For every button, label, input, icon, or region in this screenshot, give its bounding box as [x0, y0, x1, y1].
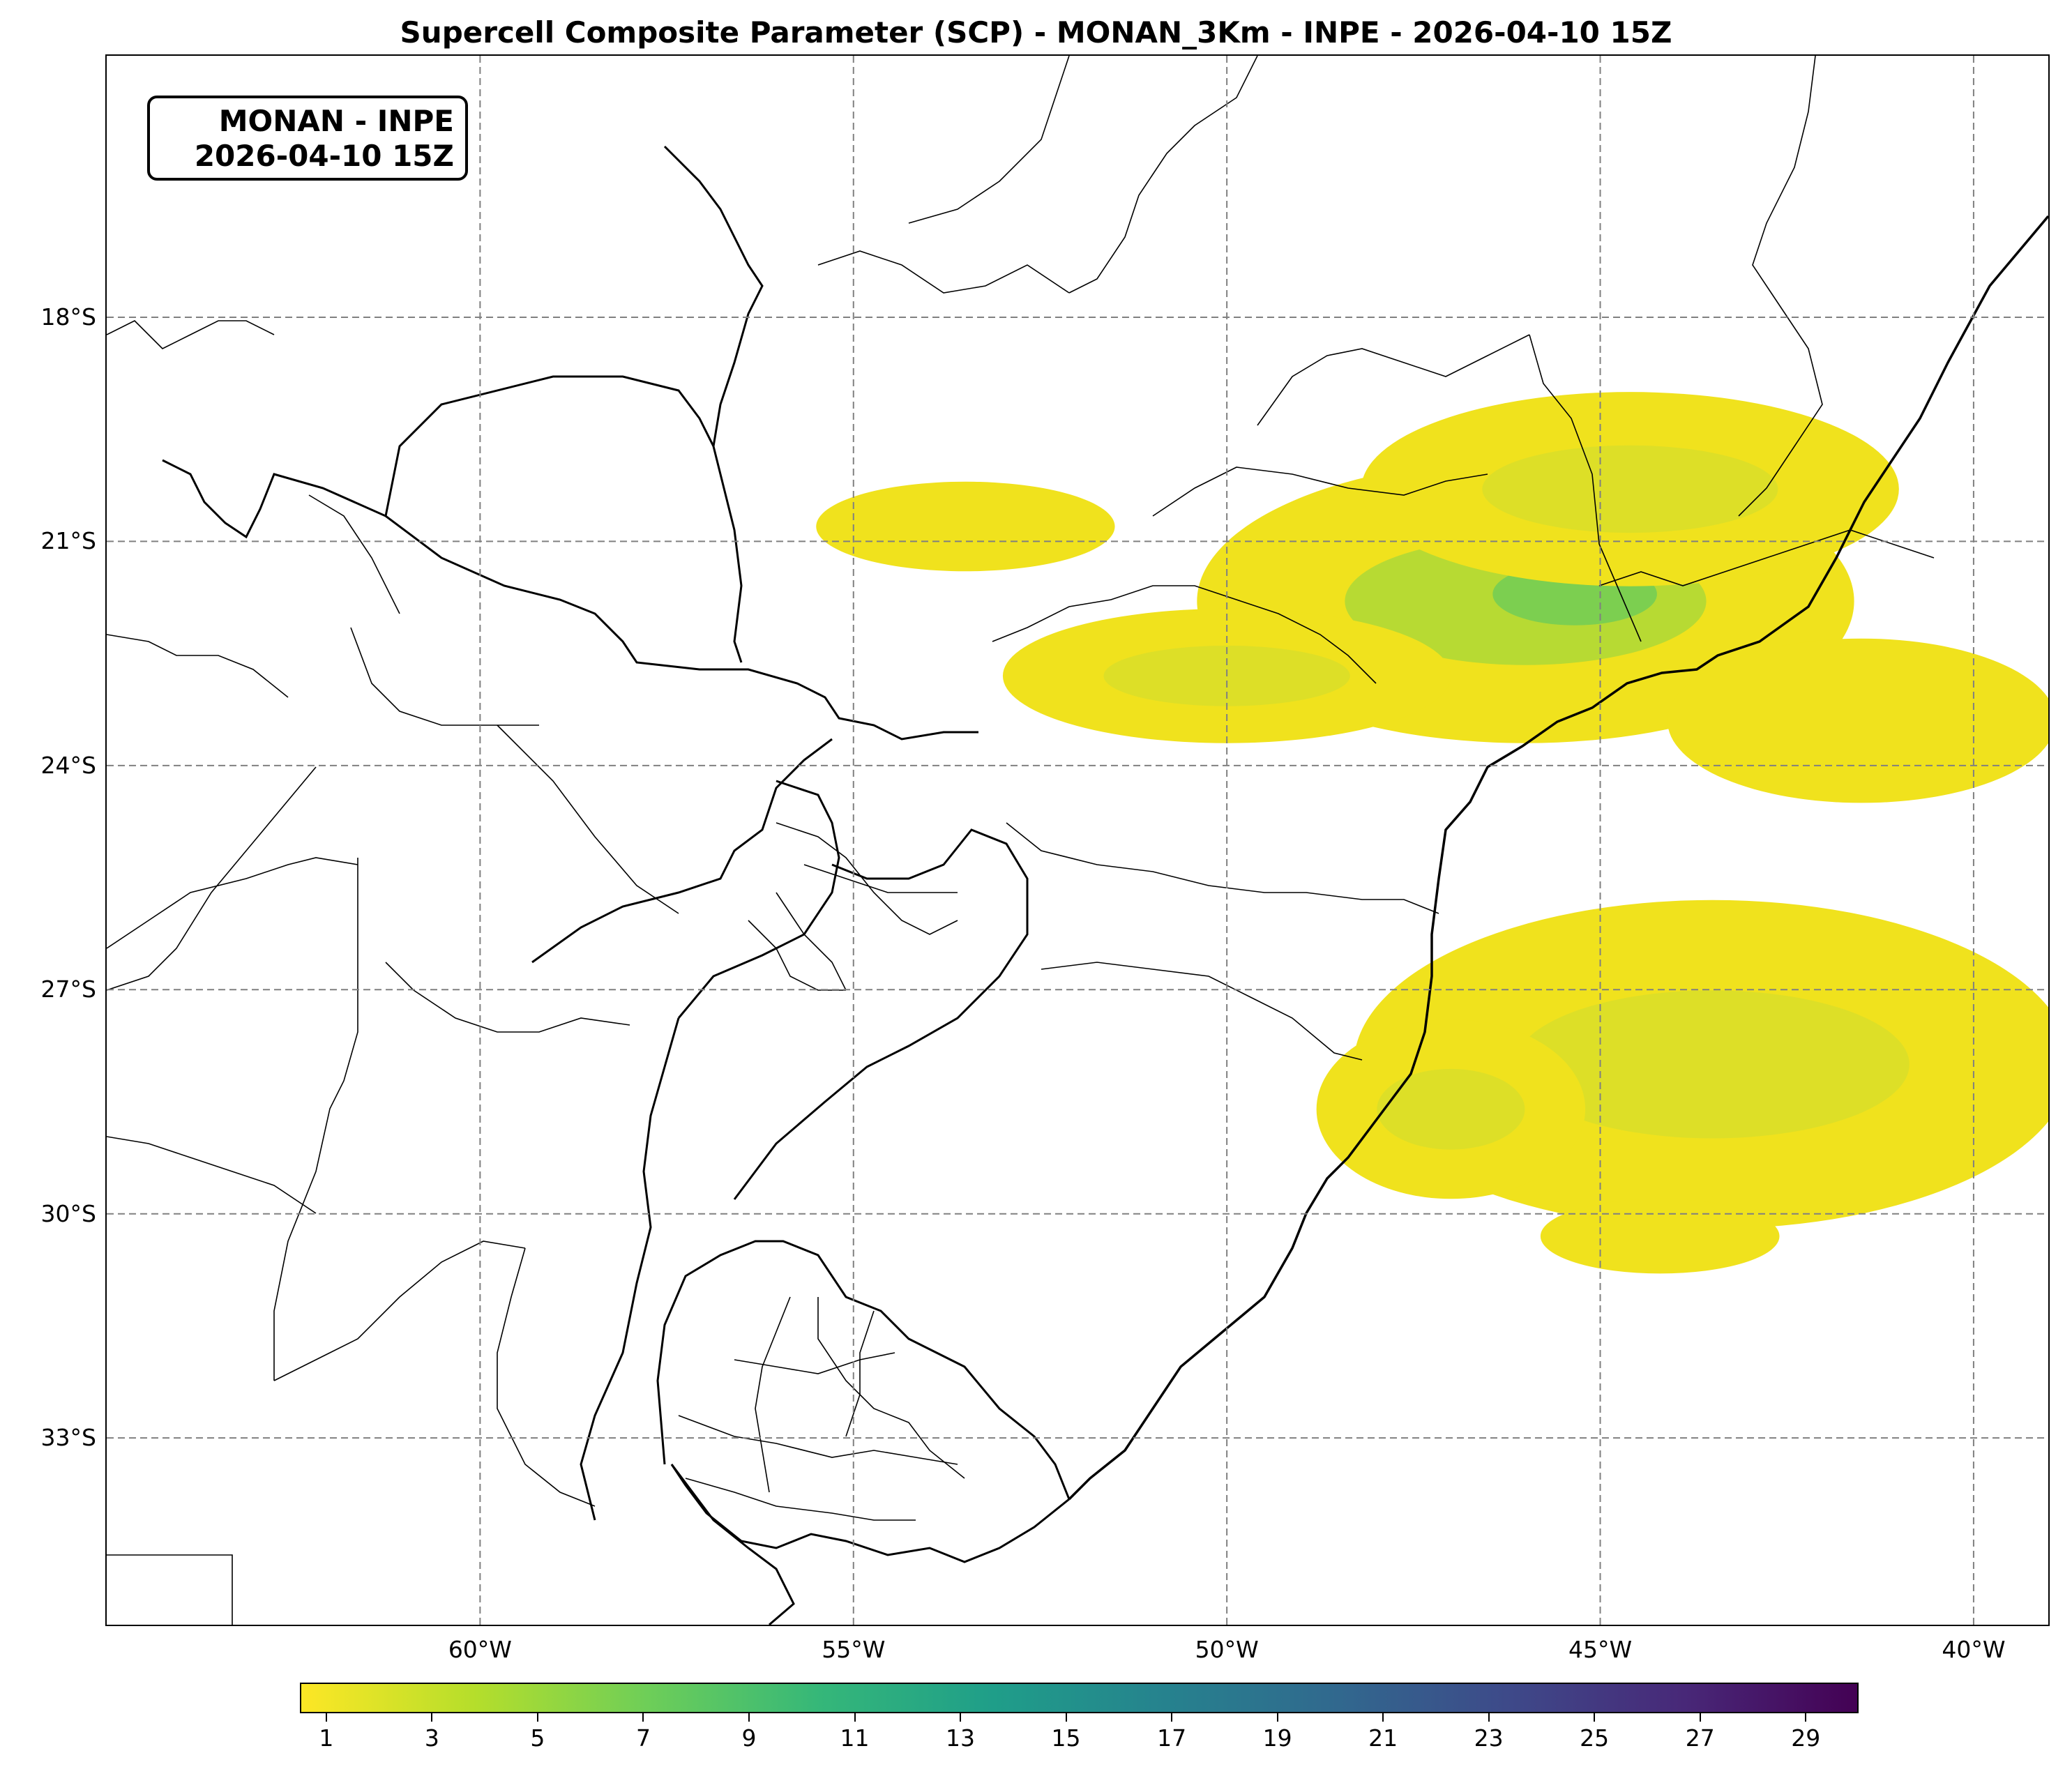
scp-core-minas-gerais-band: [1482, 445, 1778, 533]
brazil-argentina-border: [733, 828, 1029, 1200]
colorbar-tick-mark: [1805, 1713, 1807, 1722]
colorbar-tick-label: 27: [1685, 1724, 1715, 1752]
lon-tick-label: 55°W: [822, 1636, 886, 1663]
chart-title: Supercell Composite Parameter (SCP) - MO…: [400, 15, 1672, 50]
colorbar-tick-label: 29: [1791, 1724, 1821, 1752]
info-line-2: 2026-04-10 15Z: [194, 139, 454, 173]
colorbar-tick-label: 11: [840, 1724, 870, 1752]
lon-tick-label: 50°W: [1195, 1636, 1259, 1663]
colorbar-tick-label: 17: [1157, 1724, 1187, 1752]
colorbar: [300, 1683, 1859, 1713]
colorbar-tick-label: 23: [1474, 1724, 1504, 1752]
rio-parana-lower: [580, 1017, 680, 1521]
map-frame[interactable]: [105, 54, 2050, 1626]
political-borders: [162, 145, 2048, 1625]
brazil-coastline: [1068, 215, 2048, 1501]
colorbar-tick-mark: [960, 1713, 962, 1722]
lon-tick-label: 45°W: [1568, 1636, 1633, 1663]
lat-tick-label: 33°S: [40, 1424, 96, 1452]
colorbar-tick-mark: [1276, 1713, 1278, 1722]
lon-tick-label: 40°W: [1942, 1636, 2006, 1663]
colorbar-tick-label: 25: [1580, 1724, 1610, 1752]
argentina-paraguay-river: [531, 738, 833, 964]
colorbar-tick-mark: [1065, 1713, 1067, 1722]
colorbar-tick-mark: [854, 1713, 856, 1722]
colorbar-tick-label: 21: [1368, 1724, 1398, 1752]
misiones-border: [677, 780, 840, 1019]
graticule: [107, 56, 2048, 1625]
scp-area-south-atlantic-tail: [1540, 1199, 1780, 1274]
uruguay-coast: [670, 1464, 1070, 1563]
colorbar-tick-label: 13: [946, 1724, 976, 1752]
lat-tick-label: 24°S: [40, 751, 96, 779]
colorbar-tick-mark: [1594, 1713, 1596, 1722]
colorbar-tick-mark: [325, 1713, 327, 1722]
bolivia-border: [384, 375, 743, 663]
colorbar-tick-mark: [748, 1713, 750, 1722]
scp-area-atlantic-east-band: [1667, 638, 2048, 803]
scp-field-layer: [816, 392, 2048, 1274]
colorbar-tick-label: 19: [1262, 1724, 1292, 1752]
colorbar-tick-label: 3: [424, 1724, 439, 1752]
lat-tick-label: 21°S: [40, 527, 96, 555]
state-borders: [107, 56, 1935, 1625]
colorbar-tick-mark: [536, 1713, 538, 1722]
brazil-bolivia-north: [663, 145, 764, 447]
scp-core-south-atlantic-west: [1377, 1068, 1525, 1150]
rio-de-la-plata: [670, 1464, 795, 1625]
colorbar-tick-mark: [1699, 1713, 1701, 1722]
colorbar-tick-mark: [1382, 1713, 1384, 1722]
info-line-1: MONAN - INPE: [218, 104, 454, 138]
colorbar-tick-label: 9: [741, 1724, 757, 1752]
paraguay-outline: [162, 459, 978, 741]
colorbar-tick-label: 5: [530, 1724, 545, 1752]
lat-tick-label: 30°S: [40, 1199, 96, 1227]
scp-area-mato-grosso-sul-band: [816, 481, 1115, 572]
brazil-uruguay-border: [656, 1240, 1071, 1500]
colorbar-tick-mark: [1488, 1713, 1490, 1722]
lon-tick-label: 60°W: [448, 1636, 512, 1663]
colorbar-tick-label: 15: [1051, 1724, 1081, 1752]
colorbar-tick-mark: [431, 1713, 433, 1722]
model-info-box: MONAN - INPE 2026-04-10 15Z: [147, 96, 468, 181]
colorbar-tick-label: 1: [319, 1724, 334, 1752]
scp-core-south-atlantic-core: [1515, 990, 1910, 1139]
lat-tick-label: 18°S: [40, 303, 96, 331]
colorbar-tick-mark: [642, 1713, 644, 1722]
map-canvas: [107, 56, 2048, 1625]
lat-tick-label: 27°S: [40, 976, 96, 1003]
colorbar-tick-label: 7: [635, 1724, 651, 1752]
colorbar-tick-mark: [1171, 1713, 1173, 1722]
